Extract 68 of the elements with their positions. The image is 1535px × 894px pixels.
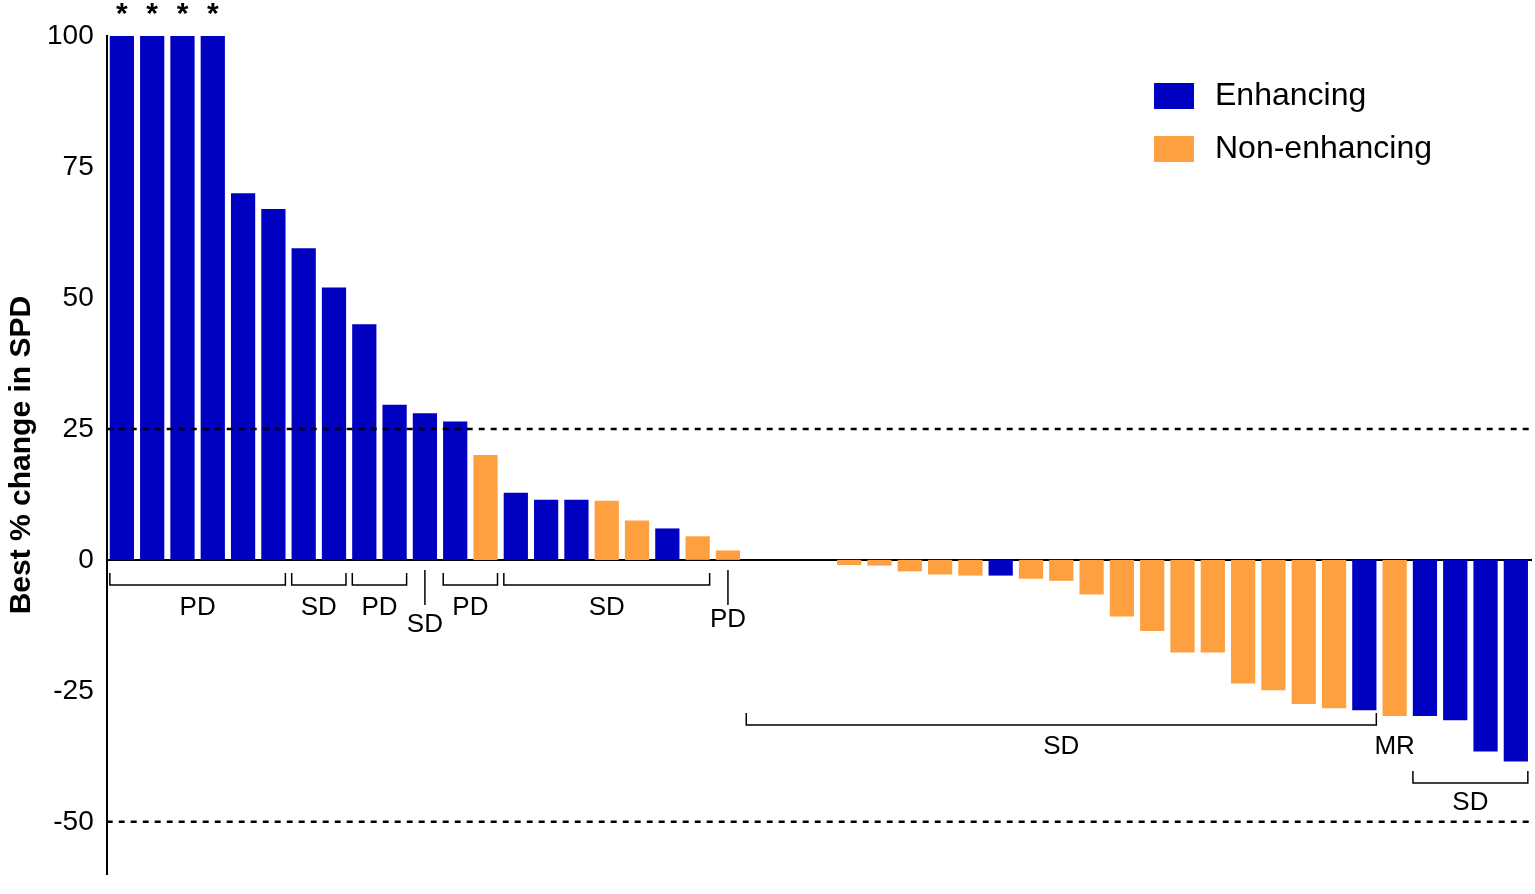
bar (503, 492, 528, 560)
annotation: SD (1452, 786, 1489, 817)
annotation: PD (709, 603, 747, 634)
bar (170, 36, 195, 560)
annotation: SD (588, 591, 625, 622)
bar (412, 413, 438, 560)
bar (1321, 559, 1347, 709)
bar (200, 36, 225, 560)
bar (715, 550, 741, 560)
bar (1230, 559, 1256, 684)
text: * (146, 0, 159, 30)
annotation: PD (361, 591, 398, 622)
bar (291, 248, 316, 560)
bar (230, 193, 256, 560)
bar (1079, 559, 1104, 595)
text: * (206, 0, 219, 30)
text: * (116, 0, 129, 30)
bar (564, 499, 589, 560)
bar (1503, 559, 1528, 762)
bar (837, 559, 862, 566)
bar (382, 404, 407, 560)
bar (534, 499, 559, 560)
bar (1473, 559, 1498, 752)
bar (685, 536, 710, 560)
bar (958, 559, 983, 576)
bar (624, 520, 650, 560)
bar (140, 36, 165, 560)
legend-label: Enhancing (1215, 75, 1367, 112)
y-tick-label: 50 (62, 280, 94, 312)
annotation: PD (179, 591, 216, 622)
bar (473, 455, 498, 560)
bar (1443, 559, 1468, 721)
bar (443, 421, 468, 560)
bar (988, 559, 1013, 576)
bar (1412, 559, 1438, 716)
bar (1018, 559, 1044, 579)
y-tick-label: 75 (62, 149, 94, 181)
y-tick-label: 100 (47, 18, 94, 50)
annotation: PD (452, 591, 489, 622)
annotation: SD (1043, 730, 1080, 761)
bar (1352, 559, 1377, 711)
bar (261, 208, 286, 560)
legend-label: Non-enhancing (1215, 128, 1433, 165)
text: * (176, 0, 189, 30)
annotation: SD (406, 608, 443, 639)
annotation: MR (1374, 730, 1415, 761)
bar (1382, 559, 1407, 716)
bar (655, 528, 680, 560)
bar (1170, 559, 1195, 653)
bar (1261, 559, 1286, 691)
y-tick-label: 25 (62, 411, 94, 443)
bar (1200, 559, 1225, 653)
bar (1140, 559, 1165, 632)
bar (927, 559, 953, 575)
y-axis-title: Best % change in SPD (3, 295, 37, 615)
y-tick-label: -25 (53, 673, 94, 705)
bar (321, 287, 347, 560)
bar (897, 559, 922, 572)
bar (1049, 559, 1074, 581)
bar (594, 500, 619, 560)
bar (1291, 559, 1316, 704)
bar (1109, 559, 1135, 617)
y-tick-label: 0 (78, 542, 94, 574)
y-tick-label: -50 (53, 804, 94, 836)
bar (867, 559, 892, 566)
bar (109, 36, 134, 560)
bar (352, 324, 377, 560)
annotation: SD (300, 591, 337, 622)
